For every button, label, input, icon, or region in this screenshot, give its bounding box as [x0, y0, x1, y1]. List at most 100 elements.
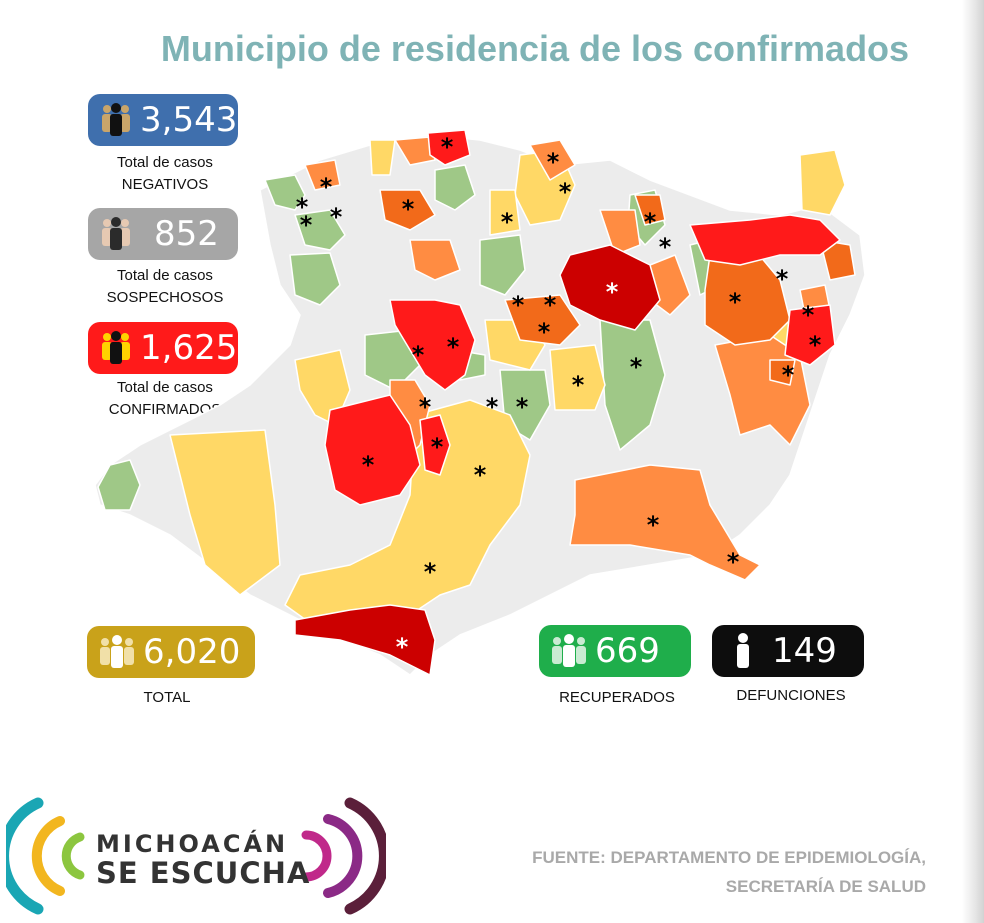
defunciones-value: 149	[772, 631, 837, 671]
municipality-green	[264, 174, 306, 211]
sospechosos-label: Total de casos SOSPECHOSOS	[90, 265, 240, 309]
municipality-yellow	[369, 139, 396, 176]
case-asterisk-marker: *	[501, 208, 514, 236]
case-asterisk-marker: *	[544, 291, 557, 319]
case-asterisk-marker: *	[647, 511, 660, 539]
case-asterisk-marker: *	[424, 558, 437, 586]
municipality-dark-orange	[819, 239, 856, 281]
municipality-dark-orange	[379, 189, 436, 231]
case-asterisk-marker: *	[474, 461, 487, 489]
municipality-green	[434, 164, 476, 211]
municipality-red	[324, 394, 421, 506]
municipality-dark-orange	[634, 194, 666, 226]
confirmados-badge: 1,625	[88, 322, 238, 374]
case-asterisk-marker: *	[486, 393, 499, 421]
logo-text-line1: MICHOACÁN	[96, 830, 289, 858]
municipality-orange	[304, 159, 341, 191]
municipality-yellow	[549, 344, 606, 411]
confirmados-label: Total de casos CONFIRMADOS	[90, 377, 240, 421]
municipality-green	[97, 459, 141, 511]
page-edge-shadow	[962, 0, 984, 923]
sospechosos-label-line2: SOSPECHOSOS	[106, 289, 224, 306]
case-asterisk-marker-white: *	[396, 633, 409, 661]
case-asterisk-marker: *	[447, 333, 460, 361]
municipality-orange	[529, 139, 576, 181]
people-icon	[102, 103, 130, 136]
case-asterisk-marker: *	[729, 288, 742, 316]
page-title: Municipio de residencia de los confirmad…	[160, 28, 910, 69]
source-line1: FUENTE: DEPARTAMENTO DE EPIDEMIOLOGÍA,	[532, 848, 926, 867]
municipality-orange	[409, 239, 461, 281]
case-asterisk-marker: *	[547, 148, 560, 176]
recuperados-value: 669	[595, 631, 660, 671]
negativos-badge: 3,543	[88, 94, 238, 146]
case-asterisk-marker: *	[809, 331, 822, 359]
case-asterisk-marker: *	[330, 203, 343, 231]
case-asterisk-marker: *	[419, 393, 432, 421]
confirmados-label-line2: CONFIRMADOS	[108, 401, 222, 418]
negativos-label-line2: NEGATIVOS	[121, 176, 209, 193]
source-note: FUENTE: DEPARTAMENTO DE EPIDEMIOLOGÍA, S…	[532, 843, 926, 901]
confirmados-label-line1: Total de casos	[117, 379, 213, 396]
municipality-orange	[569, 464, 761, 581]
municipality-dark-orange	[769, 359, 796, 386]
case-asterisk-marker: *	[320, 173, 333, 201]
negativos-value: 3,543	[140, 100, 238, 140]
logo-text-line2: SE ESCUCHA	[96, 856, 311, 890]
case-asterisk-marker: *	[402, 195, 415, 223]
total-badge: 6,020	[87, 626, 255, 678]
recuperados-badge: 669	[539, 625, 691, 677]
municipality-red	[689, 214, 841, 266]
case-asterisk-marker: *	[296, 193, 309, 221]
case-asterisk-marker: *	[300, 211, 313, 239]
people-icon	[102, 217, 130, 250]
defunciones-label: DEFUNCIONES	[736, 687, 846, 704]
michoacan-se-escucha-logo-arcs	[6, 797, 386, 915]
case-asterisk-marker: *	[441, 133, 454, 161]
people-group-icon	[100, 635, 134, 668]
total-value: 6,020	[143, 632, 241, 672]
municipality-red	[784, 304, 836, 366]
sospechosos-label-line1: Total de casos	[117, 267, 213, 284]
municipality-yellow	[169, 429, 281, 596]
case-asterisk-marker: *	[644, 208, 657, 236]
people-icon	[102, 331, 130, 364]
case-asterisk-marker-white: *	[606, 278, 619, 306]
case-asterisk-marker: *	[659, 233, 672, 261]
sospechosos-value: 852	[154, 214, 219, 254]
negativos-label-line1: Total de casos	[117, 154, 213, 171]
municipality-red	[419, 414, 451, 476]
case-asterisk-marker: *	[431, 433, 444, 461]
recuperados-label: RECUPERADOS	[559, 689, 675, 706]
source-line2: SECRETARÍA DE SALUD	[725, 877, 926, 896]
municipality-green	[479, 234, 526, 296]
municipality-red	[427, 129, 471, 166]
michoacan-municipality-map: * * * * * * * * * * * * * * * * * * * * …	[94, 129, 866, 676]
negativos-label: Total de casos NEGATIVOS	[90, 152, 240, 196]
municipality-green	[294, 209, 346, 251]
municipality-red	[389, 299, 476, 391]
municipality-dark-red	[294, 604, 436, 676]
municipality-yellow	[489, 189, 521, 236]
person-icon	[737, 633, 749, 668]
municipality-orange	[599, 209, 641, 256]
sospechosos-badge: 852	[88, 208, 238, 260]
case-asterisk-marker: *	[776, 265, 789, 293]
case-asterisk-marker: *	[572, 371, 585, 399]
case-asterisk-marker: *	[362, 451, 375, 479]
case-asterisk-marker: *	[782, 361, 795, 389]
case-asterisk-marker: *	[516, 393, 529, 421]
case-asterisk-marker: *	[538, 318, 551, 346]
total-label: TOTAL	[143, 689, 191, 706]
case-asterisk-marker: *	[802, 301, 815, 329]
municipality-dark-red	[559, 244, 661, 331]
municipality-orange	[394, 136, 436, 166]
municipality-green	[289, 252, 341, 306]
case-asterisk-marker: *	[512, 291, 525, 319]
confirmados-value: 1,625	[140, 328, 238, 368]
people-group-icon	[552, 634, 586, 667]
case-asterisk-marker: *	[412, 341, 425, 369]
municipality-dark-orange	[704, 249, 791, 346]
municipality-yellow	[799, 149, 846, 216]
case-asterisk-marker: *	[559, 178, 572, 206]
